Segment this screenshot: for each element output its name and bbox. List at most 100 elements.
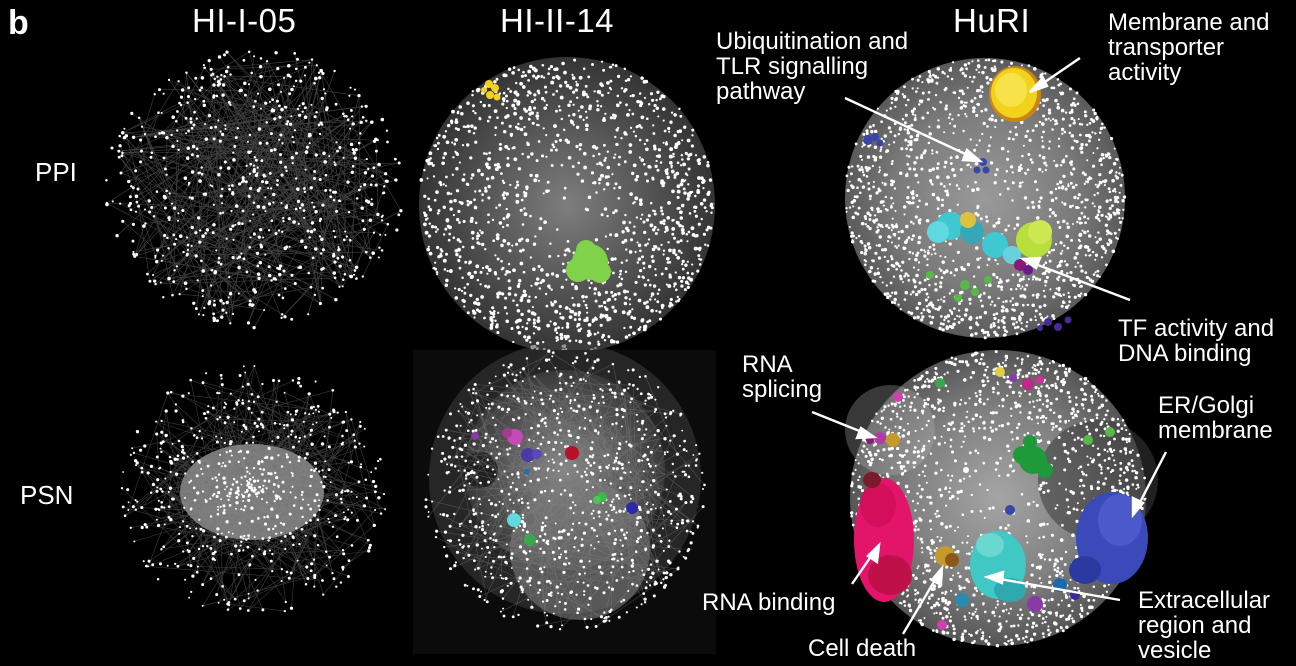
network-node xyxy=(496,257,500,261)
network-node xyxy=(266,515,270,519)
network-node xyxy=(682,162,686,167)
network-node xyxy=(864,248,868,252)
network-node xyxy=(164,477,167,480)
network-node xyxy=(258,141,262,145)
network-node xyxy=(443,268,447,271)
network-node xyxy=(705,210,708,213)
network-node xyxy=(1112,161,1117,166)
network-node xyxy=(515,193,520,198)
network-edge xyxy=(319,168,369,237)
network-node xyxy=(337,246,340,249)
network-node xyxy=(1045,97,1049,102)
network-node xyxy=(181,456,186,460)
network-node xyxy=(456,238,461,242)
network-node xyxy=(365,119,368,123)
network-node xyxy=(1064,305,1069,309)
network-node xyxy=(963,63,968,67)
network-node xyxy=(495,233,500,238)
network-node xyxy=(659,206,663,210)
network-edge xyxy=(297,550,369,561)
network-node xyxy=(382,191,386,194)
network-node xyxy=(167,505,171,509)
network-node xyxy=(963,74,968,78)
network-node xyxy=(588,104,592,108)
network-node xyxy=(1094,258,1097,261)
network-node xyxy=(655,98,658,102)
network-edge xyxy=(144,106,367,135)
network-node xyxy=(149,155,153,159)
network-node xyxy=(221,465,223,468)
network-node xyxy=(337,248,341,252)
network-node xyxy=(931,315,935,319)
network-node xyxy=(927,296,930,299)
network-node xyxy=(1009,300,1012,303)
network-edge xyxy=(120,81,179,174)
network-edge xyxy=(351,149,357,277)
network-node xyxy=(287,435,290,438)
network-node xyxy=(1063,260,1067,263)
network-node xyxy=(506,241,511,246)
network-node xyxy=(502,99,506,103)
network-node xyxy=(242,423,246,427)
network-node xyxy=(558,304,562,309)
network-edge xyxy=(222,212,234,315)
network-node xyxy=(428,251,433,256)
network-node xyxy=(186,243,190,247)
network-node xyxy=(333,69,336,73)
network-node xyxy=(1054,187,1058,191)
network-node xyxy=(671,189,675,194)
network-node xyxy=(490,175,495,180)
network-node xyxy=(190,225,194,230)
network-node xyxy=(516,309,521,313)
network-node xyxy=(676,295,679,299)
network-node xyxy=(575,83,580,87)
network-node xyxy=(349,460,354,464)
network-node xyxy=(183,281,188,285)
network-edge xyxy=(644,455,654,531)
network-node xyxy=(184,578,187,581)
network-node xyxy=(1000,146,1005,151)
network-node xyxy=(576,303,581,308)
network-edge xyxy=(250,237,314,259)
network-edge xyxy=(461,406,484,446)
network-node xyxy=(256,166,259,169)
network-node xyxy=(559,332,564,337)
network-node xyxy=(555,339,558,342)
network-node xyxy=(1004,299,1008,303)
network-node xyxy=(628,109,631,112)
network-node xyxy=(939,322,943,325)
network-edge xyxy=(160,270,356,283)
network-node xyxy=(241,178,245,182)
network-node xyxy=(476,234,479,238)
network-node xyxy=(1075,139,1079,144)
network-node xyxy=(117,155,121,159)
network-node xyxy=(595,147,598,151)
network-node xyxy=(878,169,882,172)
network-node xyxy=(540,96,545,101)
network-node xyxy=(578,142,583,147)
network-node xyxy=(667,200,671,205)
network-node xyxy=(1022,144,1025,147)
network-node xyxy=(978,315,983,319)
network-edge xyxy=(559,422,598,537)
network-node xyxy=(127,509,130,511)
network-node xyxy=(508,270,511,274)
network-node xyxy=(1032,66,1037,71)
network-node xyxy=(923,254,927,258)
network-node xyxy=(280,201,283,205)
network-node xyxy=(462,173,466,176)
network-node xyxy=(246,545,250,549)
network-node xyxy=(993,59,997,63)
network-node xyxy=(281,230,284,233)
network-node xyxy=(427,245,430,248)
network-node xyxy=(567,103,571,108)
network-node xyxy=(1088,121,1092,125)
network-node xyxy=(326,499,330,502)
network-node xyxy=(1034,319,1037,322)
network-node xyxy=(290,433,293,436)
network-node xyxy=(164,409,168,413)
network-node xyxy=(989,136,993,139)
network-edge xyxy=(223,303,265,311)
network-node xyxy=(492,315,496,319)
network-node xyxy=(555,331,559,335)
